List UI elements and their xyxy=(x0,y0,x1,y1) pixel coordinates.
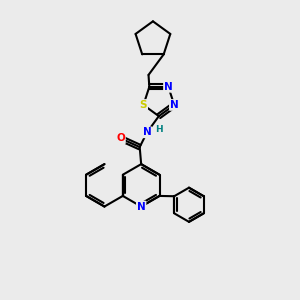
Text: N: N xyxy=(170,100,178,110)
Text: N: N xyxy=(137,202,146,212)
Text: H: H xyxy=(156,125,163,134)
Text: S: S xyxy=(140,100,147,110)
Text: N: N xyxy=(164,82,173,92)
Text: O: O xyxy=(116,133,125,143)
Text: N: N xyxy=(143,127,152,137)
